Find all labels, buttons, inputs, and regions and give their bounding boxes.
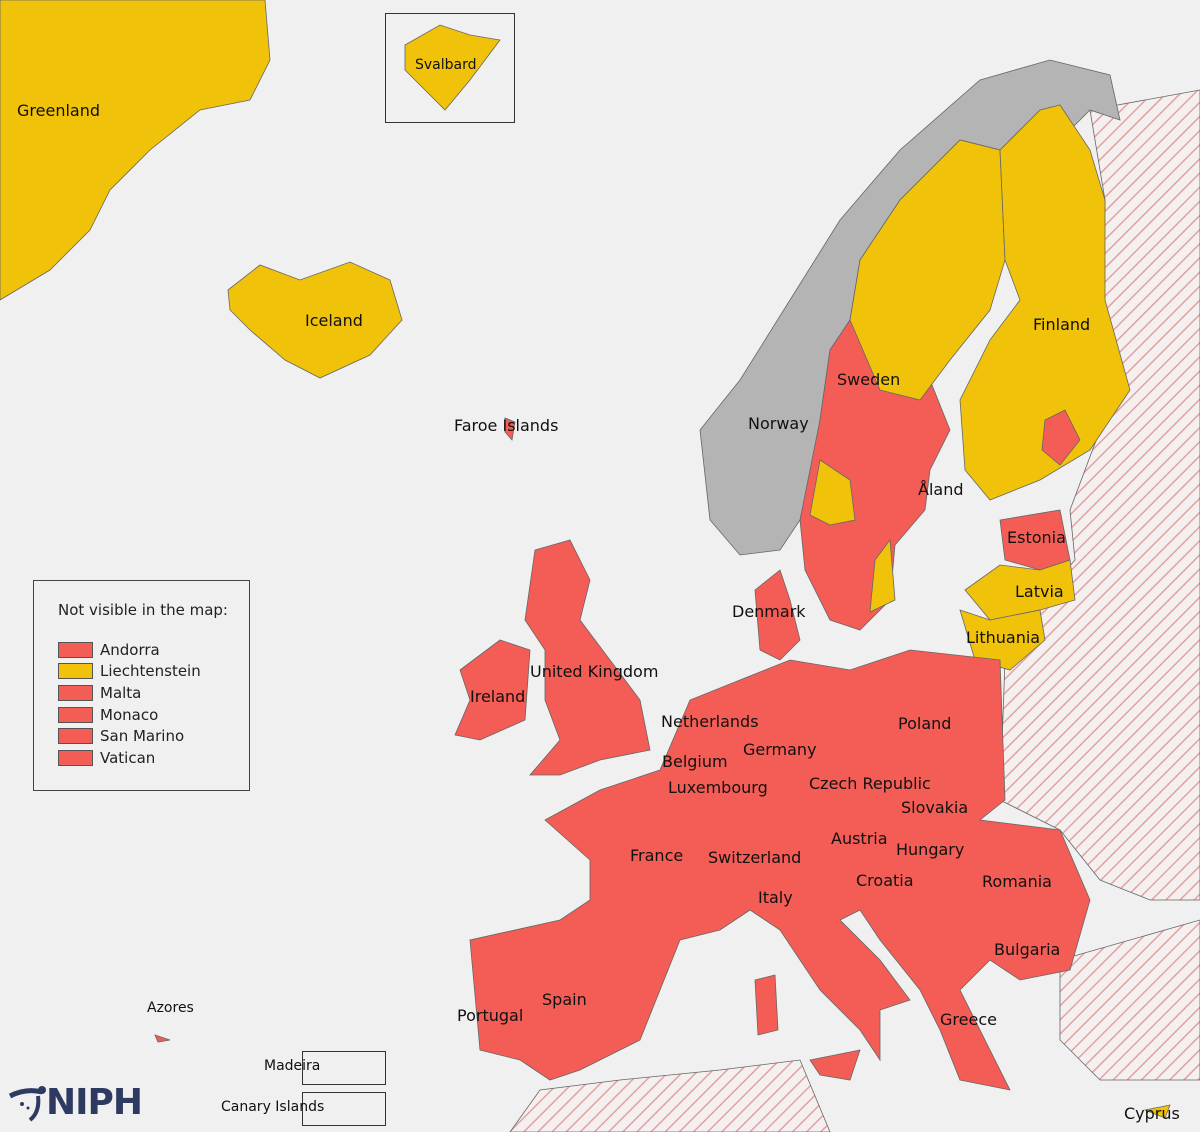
label-croatia: Croatia [856,871,914,890]
sweden-east-shape [869,538,896,613]
label-hungary: Hungary [896,840,965,859]
niph-logo: NIPH [8,1082,143,1123]
legend-swatch-red [58,685,93,701]
label-greece: Greece [940,1010,997,1029]
legend-item: Liechtenstein [58,662,201,680]
ireland-shape [454,639,531,741]
label-cyprus: Cyprus [1124,1104,1180,1123]
label-poland: Poland [898,714,952,733]
legend-label: San Marino [100,727,185,745]
africa-region [509,1059,831,1132]
legend-item: San Marino [58,727,184,745]
label-azores: Azores [147,1000,194,1016]
denmark-shape [754,569,801,661]
legend-swatch-red [58,642,93,658]
sardinia-shape [754,974,779,1036]
finland-red-region [1041,409,1081,466]
label-greenland: Greenland [17,101,100,120]
label-canary: Canary Islands [221,1099,325,1115]
legend-label: Andorra [100,641,160,659]
sweden-north-shape [849,139,1006,401]
label-uk: United Kingdom [530,662,659,681]
label-lithuania: Lithuania [966,628,1041,647]
legend-item: Vatican [58,749,155,767]
legend: Not visible in the map: Andorra Liechten… [33,580,250,791]
label-slovakia: Slovakia [901,798,969,817]
label-svalbard: Svalbard [415,57,477,73]
sweden-west-shape [809,459,856,526]
label-latvia: Latvia [1015,582,1064,601]
madeira-inset-box [302,1051,386,1085]
legend-label: Vatican [100,749,156,767]
niph-logo-text: NIPH [46,1082,143,1123]
label-switzerland: Switzerland [708,848,802,867]
svalbard-shape [404,24,501,111]
canary-inset-box [302,1092,386,1126]
label-france: France [630,846,684,865]
label-sweden: Sweden [837,370,901,389]
legend-label: Monaco [100,706,159,724]
label-belgium: Belgium [662,752,728,771]
label-germany: Germany [743,740,817,759]
label-iceland: Iceland [305,311,363,330]
legend-item: Monaco [58,706,158,724]
azores-shape [154,1034,171,1043]
finland-shape [959,104,1131,501]
label-norway: Norway [748,414,809,433]
greenland-shape [0,0,271,301]
svalbard-inset-box [385,13,515,123]
label-denmark: Denmark [732,602,806,621]
legend-swatch-red [58,750,93,766]
label-finland: Finland [1033,315,1091,334]
label-aland: Åland [918,480,964,499]
faroe-shape [504,417,516,441]
niph-logo-icon [8,1085,46,1122]
legend-label: Malta [100,684,142,702]
label-bulgaria: Bulgaria [994,940,1061,959]
cyprus-shape [1143,1104,1171,1119]
label-austria: Austria [831,829,888,848]
iceland-shape [227,261,403,379]
label-spain: Spain [542,990,587,1009]
label-estonia: Estonia [1007,528,1066,547]
label-netherlands: Netherlands [661,712,759,731]
label-ireland: Ireland [470,687,526,706]
legend-label: Liechtenstein [100,662,201,680]
label-portugal: Portugal [457,1006,524,1025]
continent-shape [469,649,1091,1091]
label-madeira: Madeira [264,1058,321,1074]
legend-swatch-yellow [58,663,93,679]
legend-item: Malta [58,684,141,702]
label-faroe: Faroe Islands [454,416,559,435]
turkey-region [1059,919,1200,1081]
label-czech: Czech Republic [809,774,931,793]
uk-shape [524,539,651,776]
label-romania: Romania [982,872,1052,891]
legend-item: Andorra [58,641,160,659]
legend-swatch-red [58,728,93,744]
label-italy: Italy [758,888,793,907]
label-luxembourg: Luxembourg [668,778,768,797]
legend-title: Not visible in the map: [58,601,228,619]
legend-swatch-red [58,707,93,723]
sicily-shape [809,1049,861,1081]
